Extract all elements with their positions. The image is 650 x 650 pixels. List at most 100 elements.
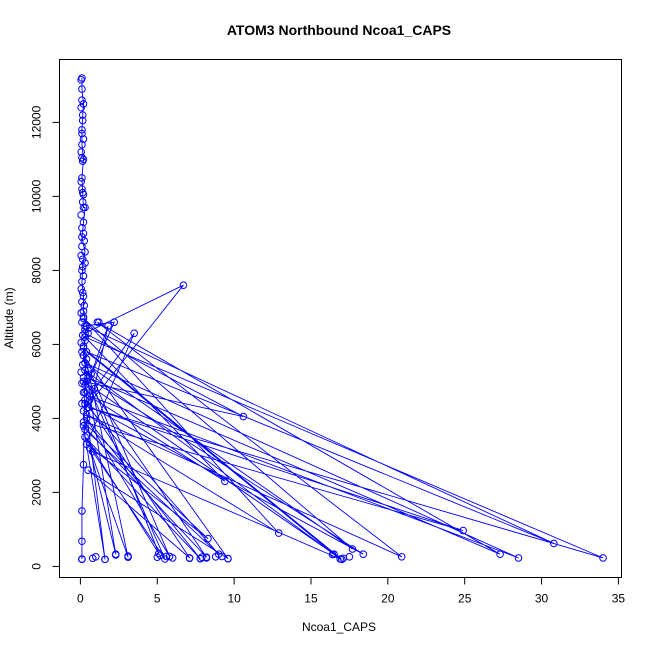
data-point xyxy=(85,396,94,404)
plot-frame xyxy=(59,59,622,578)
data-point xyxy=(80,301,89,310)
data-point xyxy=(111,551,120,559)
data-point xyxy=(91,552,100,561)
data-point xyxy=(496,550,504,558)
data-point xyxy=(359,550,368,558)
data-point xyxy=(82,410,91,419)
data-point xyxy=(198,553,206,561)
data-point xyxy=(224,554,232,563)
data-point xyxy=(78,262,87,271)
x-tick-label: 35 xyxy=(612,592,626,606)
data-point xyxy=(79,100,88,108)
data-point xyxy=(78,242,86,251)
data-point xyxy=(397,552,406,561)
data-point xyxy=(84,466,92,475)
data-point xyxy=(221,477,229,486)
data-point xyxy=(79,377,88,386)
data-point xyxy=(79,218,88,227)
data-point xyxy=(81,399,89,408)
x-tick-label: 5 xyxy=(154,592,161,606)
data-point xyxy=(155,549,163,558)
data-point xyxy=(78,298,86,306)
data-point xyxy=(77,177,85,186)
data-point xyxy=(78,507,86,515)
data-point xyxy=(78,233,86,241)
data-point xyxy=(82,355,91,364)
data-point xyxy=(78,111,87,119)
data-point xyxy=(77,103,85,112)
data-point xyxy=(77,285,85,293)
data-point xyxy=(78,153,86,162)
y-tick-label: 4000 xyxy=(30,405,44,432)
data-point xyxy=(274,529,283,537)
x-tick-label: 30 xyxy=(535,592,549,606)
data-point xyxy=(348,545,357,553)
data-point xyxy=(90,385,99,393)
data-point xyxy=(78,288,87,297)
data-point xyxy=(79,292,88,301)
data-point xyxy=(79,135,88,143)
data-point xyxy=(168,554,177,562)
data-point xyxy=(85,392,94,401)
data-point xyxy=(204,534,212,543)
data-point xyxy=(79,460,88,469)
data-point xyxy=(77,76,85,84)
data-point xyxy=(202,554,211,562)
data-point xyxy=(459,526,467,535)
data-point xyxy=(81,359,89,367)
data-point xyxy=(239,412,248,421)
x-tick-label: 25 xyxy=(458,592,472,606)
data-point xyxy=(79,342,88,351)
data-point xyxy=(130,329,139,338)
y-tick-label: 0 xyxy=(30,563,44,570)
data-point xyxy=(599,554,607,562)
data-point xyxy=(514,554,523,562)
y-tick-label: 2000 xyxy=(30,479,44,506)
data-point xyxy=(104,322,112,330)
data-point xyxy=(78,360,87,369)
data-point xyxy=(78,537,86,546)
data-point xyxy=(78,116,87,125)
data-point xyxy=(81,259,89,267)
data-point xyxy=(77,251,85,260)
data-point xyxy=(77,211,85,219)
data-point xyxy=(179,281,188,290)
data-point xyxy=(79,190,88,199)
data-point xyxy=(345,552,354,561)
data-point xyxy=(78,555,86,564)
data-point xyxy=(78,140,86,149)
y-tick-label: 8000 xyxy=(30,257,44,284)
data-point xyxy=(77,148,85,156)
data-point xyxy=(88,447,97,456)
data-point xyxy=(78,277,86,286)
y-axis-label: Altitude (m) xyxy=(2,287,16,348)
data-point xyxy=(77,309,85,317)
data-point xyxy=(78,185,86,193)
data-point xyxy=(78,126,86,134)
data-point xyxy=(79,312,88,321)
data-point xyxy=(78,348,86,356)
data-point xyxy=(77,338,85,347)
data-point xyxy=(79,229,88,238)
data-point xyxy=(78,96,86,104)
data-point xyxy=(185,554,194,563)
x-tick-label: 10 xyxy=(227,592,241,606)
y-axis: 0 2000 4000 6000 8000 10000 12000 xyxy=(30,105,60,570)
y-tick-label: 10000 xyxy=(30,179,44,213)
data-point xyxy=(78,318,86,327)
y-tick-label: 12000 xyxy=(30,105,44,139)
data-point xyxy=(81,329,89,338)
data-point xyxy=(79,307,88,315)
data-point xyxy=(78,174,86,182)
data-point xyxy=(81,425,89,434)
x-axis-label: Ncoa1_CAPS xyxy=(302,620,376,634)
x-tick-label: 0 xyxy=(77,592,84,606)
data-point xyxy=(550,539,558,548)
data-point xyxy=(328,550,337,559)
series-layer xyxy=(77,74,607,564)
data-point xyxy=(78,198,87,206)
x-tick-label: 20 xyxy=(381,592,395,606)
data-point xyxy=(124,552,132,560)
